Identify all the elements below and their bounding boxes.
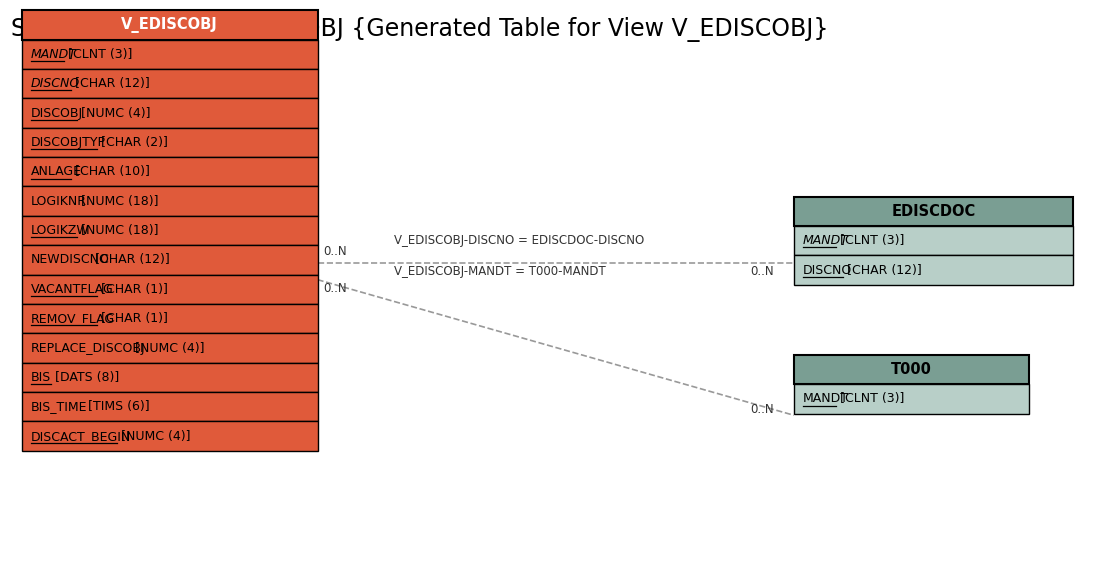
Text: DISCOBJTYP: DISCOBJTYP (31, 136, 105, 149)
Bar (794, 226, 1073, 255)
Text: DISCACT_BEGIN: DISCACT_BEGIN (31, 429, 131, 443)
Text: SAP ABAP table V_EDISCOBJ {Generated Table for View V_EDISCOBJ}: SAP ABAP table V_EDISCOBJ {Generated Tab… (11, 17, 829, 42)
Bar (794, 197, 1073, 226)
Bar (22, 98, 318, 128)
Bar (794, 255, 1073, 285)
Text: EDISCDOC: EDISCDOC (891, 204, 976, 219)
Bar (22, 245, 318, 275)
Bar (22, 421, 318, 451)
Text: [CLNT (3)]: [CLNT (3)] (64, 47, 132, 61)
Text: 0..N: 0..N (750, 264, 774, 278)
Text: T000: T000 (891, 362, 932, 377)
Bar (22, 275, 318, 304)
Bar (22, 304, 318, 333)
Bar (22, 186, 318, 216)
Bar (22, 216, 318, 245)
Text: 0..N: 0..N (750, 403, 774, 416)
Text: [CLNT (3)]: [CLNT (3)] (835, 234, 904, 247)
Text: [CHAR (12)]: [CHAR (12)] (71, 77, 150, 90)
Text: ANLAGE: ANLAGE (31, 165, 82, 179)
Bar (22, 128, 318, 157)
Text: [DATS (8)]: [DATS (8)] (50, 371, 119, 384)
Text: [NUMC (4)]: [NUMC (4)] (78, 106, 151, 120)
Bar (22, 363, 318, 392)
Bar (794, 384, 1029, 414)
Text: [NUMC (18)]: [NUMC (18)] (78, 194, 159, 208)
Text: [CLNT (3)]: [CLNT (3)] (835, 392, 904, 406)
Text: BIS: BIS (31, 371, 50, 384)
Bar (22, 392, 318, 421)
Bar (22, 157, 318, 186)
Text: [CHAR (12)]: [CHAR (12)] (843, 263, 922, 277)
Text: MANDT: MANDT (31, 47, 77, 61)
Text: [CHAR (10)]: [CHAR (10)] (71, 165, 150, 179)
Text: V_EDISCOBJ: V_EDISCOBJ (122, 17, 218, 33)
Text: LOGIKNR: LOGIKNR (31, 194, 87, 208)
Text: V_EDISCOBJ-MANDT = T000-MANDT: V_EDISCOBJ-MANDT = T000-MANDT (394, 264, 606, 278)
Text: [NUMC (4)]: [NUMC (4)] (117, 429, 191, 443)
Text: NEWDISCNO: NEWDISCNO (31, 253, 110, 267)
Text: MANDT: MANDT (803, 234, 849, 247)
Bar (22, 333, 318, 363)
Text: DISCNO: DISCNO (803, 263, 852, 277)
Text: [NUMC (4)]: [NUMC (4)] (131, 341, 205, 355)
Bar (22, 69, 318, 98)
Text: [CHAR (12)]: [CHAR (12)] (91, 253, 170, 267)
Text: BIS_TIME: BIS_TIME (31, 400, 88, 414)
Text: REPLACE_DISCOBJ: REPLACE_DISCOBJ (31, 341, 146, 355)
Bar (22, 40, 318, 69)
Text: DISCNO: DISCNO (31, 77, 80, 90)
Text: REMOV_FLAG: REMOV_FLAG (31, 312, 115, 325)
Text: [CHAR (1)]: [CHAR (1)] (97, 282, 169, 296)
Text: [CHAR (1)]: [CHAR (1)] (97, 312, 169, 325)
Text: V_EDISCOBJ-DISCNO = EDISCDOC-DISCNO: V_EDISCOBJ-DISCNO = EDISCDOC-DISCNO (394, 233, 645, 247)
Text: [CHAR (2)]: [CHAR (2)] (97, 136, 169, 149)
Text: 0..N: 0..N (323, 245, 347, 258)
Text: 0..N: 0..N (323, 281, 347, 295)
Text: MANDT: MANDT (803, 392, 849, 406)
Text: [TIMS (6)]: [TIMS (6)] (84, 400, 150, 414)
Text: LOGIKZW: LOGIKZW (31, 224, 90, 237)
Text: VACANTFLAG: VACANTFLAG (31, 282, 114, 296)
Bar (22, 10, 318, 40)
Text: DISCOBJ: DISCOBJ (31, 106, 83, 120)
Bar (794, 355, 1029, 384)
Text: [NUMC (18)]: [NUMC (18)] (78, 224, 159, 237)
